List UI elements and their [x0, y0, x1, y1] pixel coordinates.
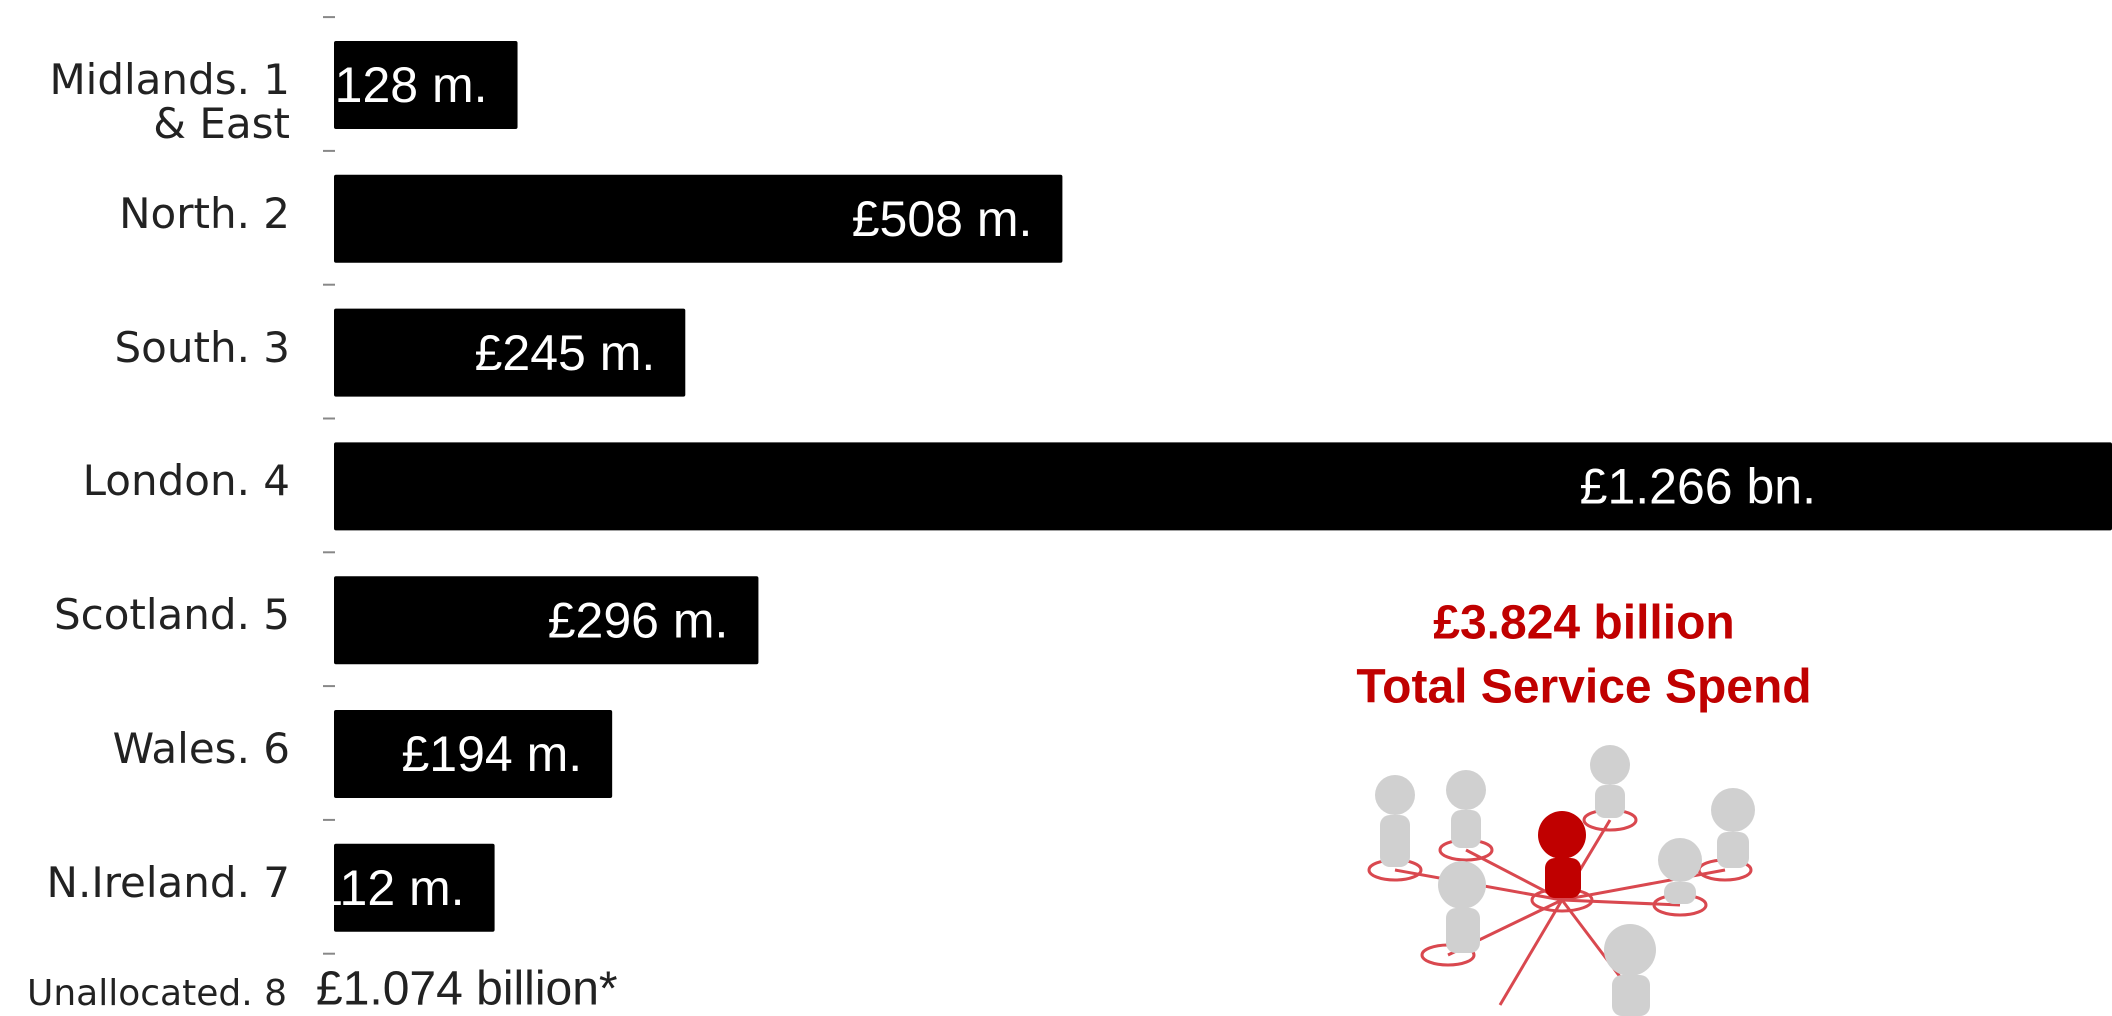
value-label: £112 m.	[288, 860, 465, 916]
category-label: N.Ireland. 7	[47, 861, 290, 905]
annotation: £3.824 billion	[1433, 597, 1734, 650]
value-label: £194 m.	[401, 726, 582, 782]
category-label: Scotland. 5	[54, 593, 290, 637]
value-label: £296 m.	[548, 592, 729, 648]
value-label: £245 m.	[475, 325, 656, 381]
category-label: South. 3	[115, 326, 291, 370]
value-label: £1.266 bn.	[1580, 459, 1816, 515]
annotation: Total Service Spend	[1356, 661, 1811, 714]
value-label: £128 m.	[307, 57, 488, 113]
people-network-icon	[1369, 745, 1755, 1016]
page: £3.824 billion Total Service Spend Unall…	[0, 0, 2112, 1016]
unallocated-value: £1.074 billion*	[316, 963, 618, 1016]
category-label: Wales. 6	[113, 727, 290, 771]
category-label: London. 4	[83, 459, 290, 503]
bar	[334, 442, 2112, 530]
value-label: £508 m.	[852, 191, 1033, 247]
category-label: North. 2	[119, 192, 290, 236]
category-label: Midlands. 1 & East	[49, 58, 290, 146]
unallocated-label: Unallocated. 8	[27, 973, 287, 1014]
chart: £3.824 billion Total Service Spend Unall…	[0, 0, 2112, 1016]
